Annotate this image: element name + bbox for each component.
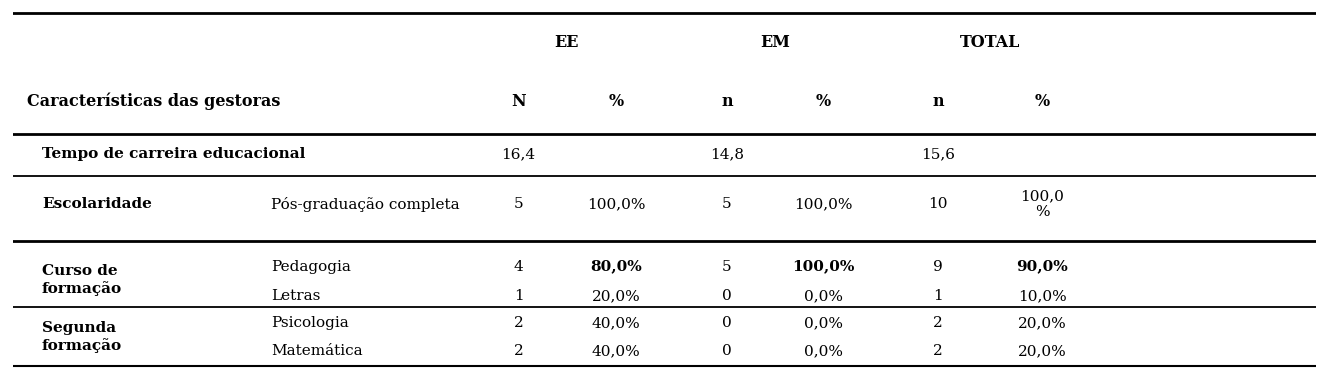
Text: 14,8: 14,8 — [710, 147, 744, 161]
Text: 2: 2 — [933, 316, 942, 330]
Text: TOTAL: TOTAL — [960, 34, 1021, 51]
Text: 20,0%: 20,0% — [1018, 344, 1067, 358]
Text: 0: 0 — [722, 316, 732, 330]
Text: 5: 5 — [722, 260, 732, 273]
Text: EM: EM — [760, 34, 791, 51]
Text: 5: 5 — [722, 197, 732, 211]
Text: 20,0%: 20,0% — [1018, 316, 1067, 330]
Text: Curso de
formação: Curso de formação — [43, 264, 122, 296]
Text: 10,0%: 10,0% — [1018, 289, 1067, 303]
Text: 100,0%: 100,0% — [795, 197, 853, 211]
Text: 2: 2 — [514, 344, 524, 358]
Text: 0: 0 — [722, 344, 732, 358]
Text: Escolaridade: Escolaridade — [43, 197, 152, 211]
Text: 2: 2 — [933, 344, 942, 358]
Text: 100,0%: 100,0% — [587, 197, 646, 211]
Text: 2: 2 — [514, 316, 524, 330]
Text: Psicologia: Psicologia — [271, 316, 350, 330]
Text: 0,0%: 0,0% — [804, 316, 843, 330]
Text: 4: 4 — [514, 260, 524, 273]
Text: 5: 5 — [514, 197, 524, 211]
Text: 100,0
%: 100,0 % — [1021, 189, 1065, 219]
Text: %: % — [1035, 93, 1050, 110]
Text: 40,0%: 40,0% — [591, 316, 641, 330]
Text: 9: 9 — [933, 260, 942, 273]
Text: Pós-graduação completa: Pós-graduação completa — [271, 196, 460, 211]
Text: 100,0%: 100,0% — [792, 260, 855, 273]
Text: n: n — [722, 93, 732, 110]
Text: 15,6: 15,6 — [921, 147, 956, 161]
Text: 20,0%: 20,0% — [591, 289, 641, 303]
Text: n: n — [932, 93, 944, 110]
Text: 16,4: 16,4 — [501, 147, 536, 161]
Text: 0,0%: 0,0% — [804, 289, 843, 303]
Text: EE: EE — [554, 34, 579, 51]
Text: Pedagogia: Pedagogia — [271, 260, 351, 273]
Text: Matemática: Matemática — [271, 344, 363, 358]
Text: 90,0%: 90,0% — [1017, 260, 1069, 273]
Text: 0: 0 — [722, 289, 732, 303]
Text: Tempo de carreira educacional: Tempo de carreira educacional — [43, 147, 306, 161]
Text: 0,0%: 0,0% — [804, 344, 843, 358]
Text: 40,0%: 40,0% — [591, 344, 641, 358]
Text: 10: 10 — [928, 197, 948, 211]
Text: %: % — [816, 93, 831, 110]
Text: N: N — [512, 93, 526, 110]
Text: 1: 1 — [514, 289, 524, 303]
Text: 80,0%: 80,0% — [590, 260, 642, 273]
Text: Segunda
formação: Segunda formação — [43, 321, 122, 353]
Text: %: % — [609, 93, 623, 110]
Text: 1: 1 — [933, 289, 942, 303]
Text: Características das gestoras: Características das gestoras — [28, 92, 280, 110]
Text: Letras: Letras — [271, 289, 320, 303]
